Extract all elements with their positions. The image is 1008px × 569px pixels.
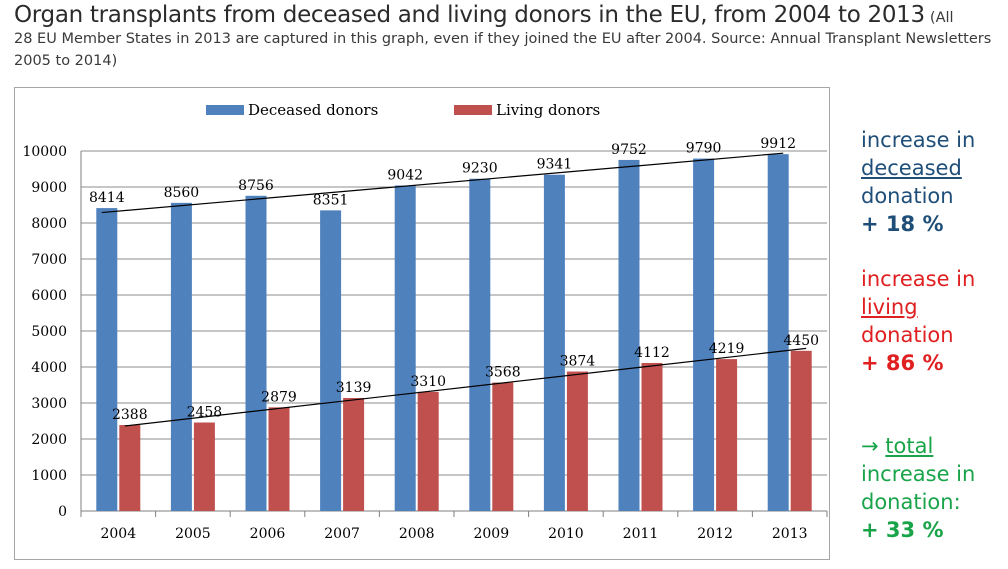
x-tick-label: 2009	[473, 526, 509, 542]
deceased-increase-callout: increase in deceased donation + 18 %	[861, 126, 975, 238]
data-label-deceased: 9042	[387, 167, 423, 183]
x-tick-label: 2008	[399, 526, 435, 542]
data-label-deceased: 8756	[238, 178, 274, 194]
data-label-deceased: 9912	[760, 136, 796, 152]
x-tick-label: 2013	[772, 526, 808, 542]
chart-frame: 0 1000 2000 3000 4000 5000 6000 7000 8000 9000 100…	[14, 87, 830, 560]
living-line-1: increase in	[861, 267, 976, 291]
data-label-deceased: 8560	[164, 185, 200, 201]
deceased-line-2: deceased	[861, 156, 962, 180]
bar-deceased-2012	[693, 158, 715, 511]
trendline-deceased	[101, 152, 784, 214]
bar-living-2011	[641, 362, 663, 511]
data-label-living: 4112	[634, 345, 670, 361]
y-tick-label: 7000	[31, 252, 67, 268]
bar-deceased-2009	[469, 178, 491, 511]
arrow-right-icon: →	[861, 434, 879, 458]
data-label-living: 3874	[560, 354, 596, 370]
legend-label-living: Living donors	[496, 101, 600, 119]
x-tick-label: 2010	[548, 526, 584, 542]
data-label-living: 4450	[783, 333, 819, 349]
bar-deceased-2011	[618, 159, 640, 511]
deceased-increase-value: + 18 %	[861, 212, 944, 236]
bar-chart: 0 1000 2000 3000 4000 5000 6000 7000 8000 9000 100…	[22, 101, 828, 542]
data-label-deceased: 9790	[686, 141, 722, 157]
living-line-2: living	[861, 295, 918, 319]
total-increase-value: + 33 %	[861, 518, 944, 542]
bar-living-2009	[492, 382, 514, 511]
bar-deceased-2010	[543, 174, 565, 511]
data-label-living: 3139	[336, 380, 372, 396]
deceased-line-3: donation	[861, 184, 954, 208]
data-label-living: 2879	[261, 389, 297, 405]
total-increase-callout: → total increase in donation: + 33 %	[861, 432, 975, 544]
data-label-living: 3568	[485, 365, 521, 381]
chart-heading: Organ transplants from deceased and livi…	[14, 2, 994, 72]
chart-note-start: (All	[929, 10, 954, 26]
y-tick-label: 5000	[31, 324, 67, 340]
x-tick-label: 2011	[623, 526, 659, 542]
bar-living-2010	[566, 371, 588, 511]
y-tick-label: 4000	[31, 360, 67, 376]
data-label-living: 2458	[187, 405, 223, 421]
y-tick-label: 6000	[31, 288, 67, 304]
total-line-3: donation:	[861, 490, 961, 514]
x-tick-label: 2006	[250, 526, 286, 542]
x-tick-label: 2004	[100, 526, 136, 542]
bar-deceased-2013	[767, 154, 789, 511]
bar-deceased-2005	[170, 202, 192, 511]
data-label-deceased: 9230	[462, 161, 498, 177]
y-tick-label: 9000	[31, 180, 67, 196]
x-tick-label: 2012	[697, 526, 733, 542]
data-label-deceased: 9752	[611, 142, 647, 158]
deceased-line-1: increase in	[861, 128, 976, 152]
total-line-2: increase in	[861, 462, 976, 486]
bar-living-2013	[790, 350, 812, 511]
trendline-living	[124, 347, 807, 427]
legend-label-deceased: Deceased donors	[248, 101, 378, 119]
data-label-deceased: 8414	[89, 190, 125, 206]
bar-living-2005	[193, 422, 215, 511]
y-tick-label: 3000	[31, 396, 67, 412]
y-tick-label: 10000	[22, 144, 67, 160]
bar-deceased-2004	[96, 208, 118, 511]
y-tick-label: 1000	[31, 468, 67, 484]
data-label-living: 2388	[112, 407, 148, 423]
x-tick-label: 2005	[175, 526, 211, 542]
chart-title: Organ transplants from deceased and livi…	[14, 2, 925, 28]
total-line-1: total	[885, 434, 934, 458]
living-increase-value: + 86 %	[861, 351, 944, 375]
chart-note: 28 EU Member States in 2013 are captured…	[14, 31, 992, 69]
x-tick-label: 2007	[324, 526, 360, 542]
legend-swatch-living	[454, 105, 492, 115]
bar-living-2008	[417, 391, 439, 511]
data-label-deceased: 9341	[537, 157, 573, 173]
y-tick-label: 8000	[31, 216, 67, 232]
bar-deceased-2008	[394, 185, 416, 511]
bar-living-2007	[343, 397, 365, 511]
data-label-deceased: 8351	[313, 192, 349, 208]
bar-living-2012	[716, 359, 738, 511]
y-tick-label: 2000	[31, 432, 67, 448]
y-tick-label: 0	[58, 504, 67, 520]
bar-living-2004	[119, 425, 141, 511]
bar-living-2006	[268, 407, 290, 511]
data-label-living: 3310	[410, 374, 446, 390]
bar-deceased-2006	[245, 195, 267, 511]
living-line-3: donation	[861, 323, 954, 347]
bar-deceased-2007	[320, 210, 342, 511]
legend-swatch-deceased	[206, 105, 244, 115]
living-increase-callout: increase in living donation + 86 %	[861, 265, 975, 377]
data-label-living: 4219	[709, 341, 745, 357]
